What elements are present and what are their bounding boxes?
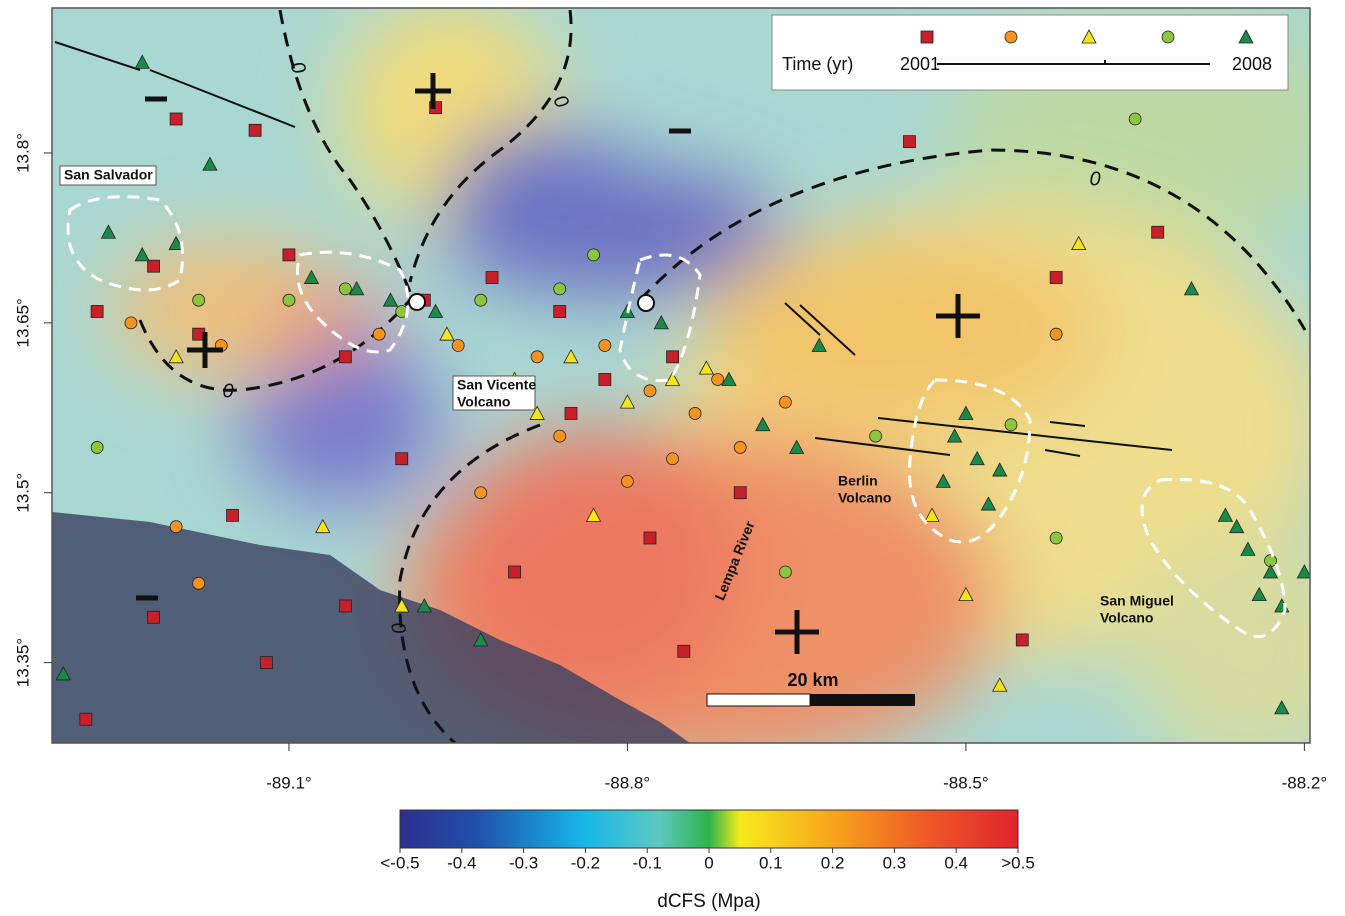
event-circle bbox=[170, 521, 182, 533]
map-figure: -89.1° -88.8° -88.5° -88.2° 13.35° 13.5° 13.65… bbox=[0, 0, 1345, 916]
contour-label: 0 bbox=[222, 380, 233, 402]
event-square bbox=[599, 373, 611, 385]
event-circle bbox=[1050, 328, 1062, 340]
y-tick-label: 13.65° bbox=[13, 298, 32, 347]
event-square bbox=[91, 306, 103, 318]
event-square bbox=[1050, 272, 1062, 284]
place-label: Volcano bbox=[457, 394, 510, 410]
event-circle bbox=[1050, 532, 1062, 544]
event-square bbox=[80, 713, 92, 725]
contour-label: 0 bbox=[1089, 168, 1100, 190]
event-circle bbox=[689, 407, 701, 419]
event-square bbox=[227, 509, 239, 521]
scale-bar-black bbox=[810, 694, 915, 706]
event-circle bbox=[554, 283, 566, 295]
event-square bbox=[509, 566, 521, 578]
event-circle bbox=[475, 294, 487, 306]
legend-title: Time (yr) bbox=[782, 54, 853, 74]
colorbar-tick-label: -0.3 bbox=[509, 853, 538, 872]
event-square bbox=[486, 272, 498, 284]
legend-symbol bbox=[1162, 31, 1174, 43]
event-circle bbox=[193, 294, 205, 306]
colorbar-tick-label: 0.1 bbox=[759, 853, 783, 872]
scale-bar-white bbox=[707, 694, 810, 706]
colorbar-tick-label: 0.3 bbox=[883, 853, 907, 872]
event-circle bbox=[779, 566, 791, 578]
event-square bbox=[148, 611, 160, 623]
event-circle bbox=[452, 339, 464, 351]
event-circle bbox=[193, 577, 205, 589]
event-circle bbox=[125, 317, 137, 329]
event-circle bbox=[870, 430, 882, 442]
legend-symbol bbox=[921, 31, 933, 43]
event-square bbox=[678, 645, 690, 657]
place-label: San Salvador bbox=[64, 167, 153, 183]
event-circle bbox=[588, 249, 600, 261]
event-circle bbox=[779, 396, 791, 408]
scale-bar-label: 20 km bbox=[787, 670, 838, 690]
field-background bbox=[52, 0, 1345, 770]
legend-end: 2008 bbox=[1232, 54, 1272, 74]
x-tick-label: -88.8° bbox=[605, 773, 651, 792]
event-square bbox=[1152, 226, 1164, 238]
event-circle bbox=[91, 441, 103, 453]
event-square bbox=[249, 124, 261, 136]
event-circle bbox=[283, 294, 295, 306]
event-circle bbox=[554, 430, 566, 442]
legend-box bbox=[772, 15, 1288, 90]
event-circle bbox=[644, 385, 656, 397]
event-square bbox=[554, 306, 566, 318]
x-tick-label: -89.1° bbox=[266, 773, 312, 792]
colorbar-tick-label: -0.1 bbox=[633, 853, 662, 872]
x-tick-label: -88.5° bbox=[943, 773, 989, 792]
event-circle bbox=[712, 373, 724, 385]
colorbar-tick-label: -0.4 bbox=[447, 853, 476, 872]
event-square bbox=[644, 532, 656, 544]
event-square bbox=[667, 351, 679, 363]
event-square bbox=[734, 487, 746, 499]
event-circle bbox=[339, 283, 351, 295]
event-circle bbox=[531, 351, 543, 363]
event-circle bbox=[373, 328, 385, 340]
y-tick-label: 13.8° bbox=[13, 133, 32, 173]
place-label: Volcano bbox=[838, 490, 891, 506]
place-label: Volcano bbox=[1100, 610, 1153, 626]
event-circle bbox=[1129, 113, 1141, 125]
event-square bbox=[565, 407, 577, 419]
event-square bbox=[283, 249, 295, 261]
y-tick-label: 13.5° bbox=[13, 473, 32, 513]
event-circle bbox=[1005, 419, 1017, 431]
event-square bbox=[148, 260, 160, 272]
colorbar-tick-label: <-0.5 bbox=[380, 853, 419, 872]
place-label: Berlin bbox=[838, 473, 878, 489]
place-label: San Miguel bbox=[1100, 593, 1174, 609]
event-circle bbox=[599, 339, 611, 351]
colorbar-label: dCFS (Mpa) bbox=[657, 891, 760, 912]
event-square bbox=[339, 600, 351, 612]
legend-symbol bbox=[1005, 31, 1017, 43]
event-square bbox=[260, 657, 272, 669]
colorbar-tick-label: -0.2 bbox=[571, 853, 600, 872]
colorbar-tick-label: 0.2 bbox=[821, 853, 845, 872]
y-tick-label: 13.35° bbox=[13, 638, 32, 687]
x-tick-label: -88.2° bbox=[1282, 773, 1328, 792]
event-circle bbox=[667, 453, 679, 465]
colorbar-tick-label: >0.5 bbox=[1001, 853, 1035, 872]
event-circle bbox=[475, 487, 487, 499]
event-square bbox=[396, 453, 408, 465]
event-circle bbox=[734, 441, 746, 453]
legend-start: 2001 bbox=[900, 54, 940, 74]
place-label: San Vicente bbox=[457, 377, 536, 393]
colorbar-tick-label: 0 bbox=[704, 853, 713, 872]
event-square bbox=[903, 136, 915, 148]
event-square bbox=[339, 351, 351, 363]
event-circle bbox=[621, 475, 633, 487]
event-square bbox=[1016, 634, 1028, 646]
colorbar-tick-label: 0.4 bbox=[944, 853, 968, 872]
event-square bbox=[170, 113, 182, 125]
colorbar bbox=[400, 810, 1018, 848]
